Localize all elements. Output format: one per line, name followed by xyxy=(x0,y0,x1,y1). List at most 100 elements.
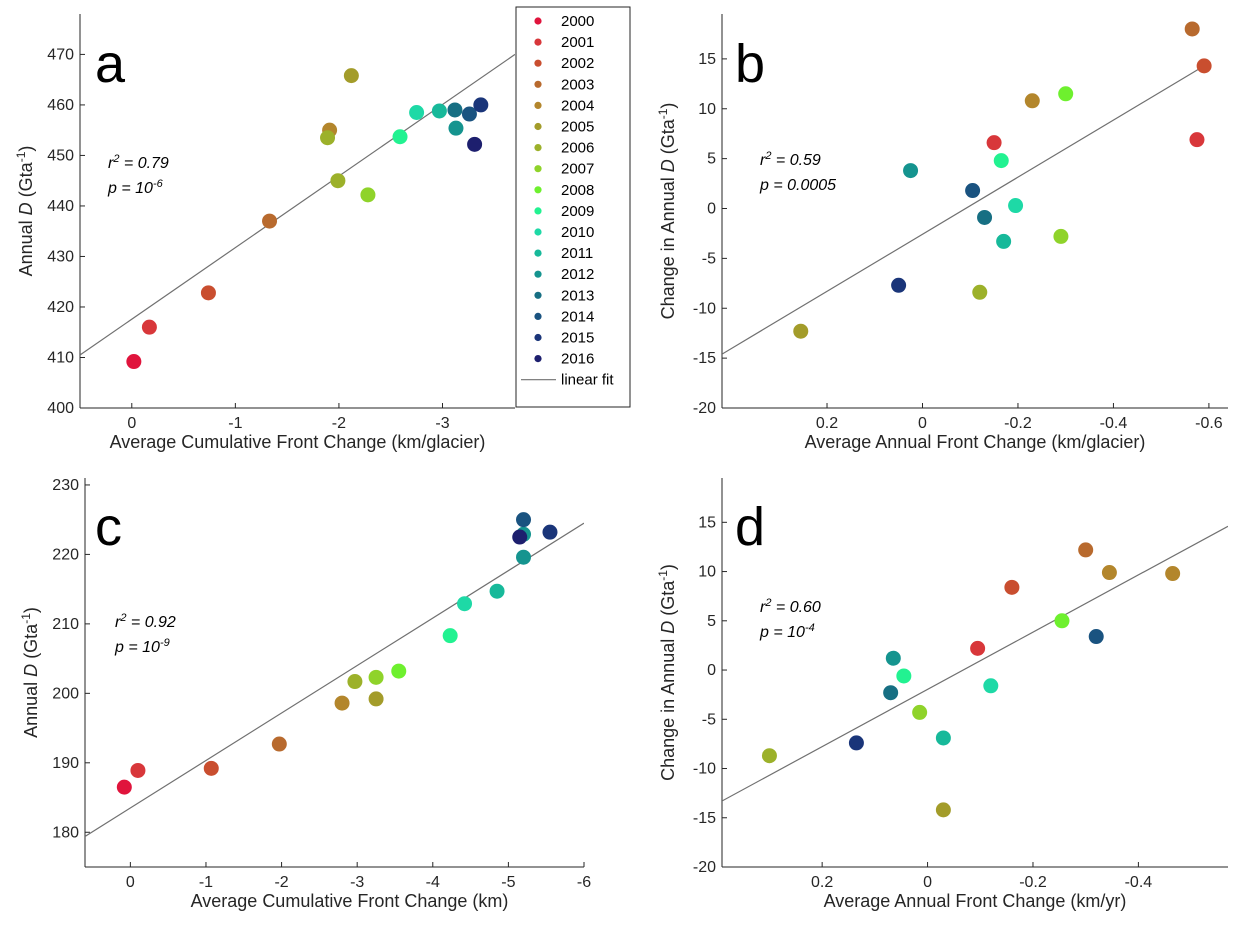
y-tick-label: 230 xyxy=(52,477,79,494)
data-point-2012 xyxy=(448,120,464,136)
data-point-2005 xyxy=(935,802,951,818)
legend-label-2008: 2008 xyxy=(561,182,594,199)
y-tick-label: -10 xyxy=(693,761,716,778)
data-point-2000 xyxy=(116,779,132,795)
data-point-2001 xyxy=(141,319,157,335)
y-tick-label: 10 xyxy=(698,564,716,581)
p-value-exponent: -6 xyxy=(153,178,164,190)
y-tick-label: 180 xyxy=(52,824,79,841)
panel-b: -20 -15 -10 -5 0 5 10 15 0.2 0 -0.2 -0.4 -0.6 Average… xyxy=(656,14,1228,452)
y-tick-label: 420 xyxy=(47,299,74,316)
r-squared-symbol: r xyxy=(115,614,121,631)
data-point-2004 xyxy=(1024,93,1040,109)
panel-letter: d xyxy=(735,497,765,557)
data-point-2013 xyxy=(883,685,899,701)
y-tick-label: -10 xyxy=(693,300,716,317)
panel-letter: b xyxy=(735,34,765,94)
data-point-2006 xyxy=(320,130,336,146)
data-point-2012 xyxy=(516,549,532,565)
data-point-2003 xyxy=(1184,21,1200,37)
y-tick-label: 0 xyxy=(707,201,716,218)
data-point-2004 xyxy=(1165,566,1181,582)
r-squared-value: = 0.60 xyxy=(771,599,820,616)
data-point-2007 xyxy=(912,704,928,720)
y-axis-label-close: ) xyxy=(658,103,678,109)
legend-label-2010: 2010 xyxy=(561,224,594,241)
x-tick-label: -1 xyxy=(199,874,213,891)
y-axis-label-prefix: Annual xyxy=(21,677,41,738)
legend-label-2002: 2002 xyxy=(561,55,594,72)
y-tick-label: 15 xyxy=(698,51,716,68)
y-axis-label-variable: D xyxy=(21,664,41,677)
x-tick-label: -0.2 xyxy=(1019,874,1047,891)
x-tick-label: -2 xyxy=(274,874,288,891)
y-axis-label-exponent: -1 xyxy=(656,570,670,581)
x-tick-label: 0 xyxy=(127,415,136,432)
p-value-text: p = 10-9 xyxy=(114,637,170,656)
p-value-exponent: -9 xyxy=(160,637,170,649)
legend-label-fit: linear fit xyxy=(561,372,614,389)
r-squared-value: = 0.79 xyxy=(119,155,168,172)
data-point-2003 xyxy=(1078,542,1094,558)
x-axis-label: Average Cumulative Front Change (km) xyxy=(191,891,509,911)
legend-label-2013: 2013 xyxy=(561,287,594,304)
r-squared-exponent: 2 xyxy=(119,612,126,624)
legend-marker-2011 xyxy=(534,249,542,257)
panel-c: 180 190 200 210 220 230 0 -1 -2 -3 -4 -5 -6 Average C… xyxy=(19,477,591,911)
data-point-2007 xyxy=(360,187,376,203)
data-point-2011 xyxy=(431,103,447,119)
data-point-2009 xyxy=(993,153,1009,169)
y-tick-label: 400 xyxy=(47,400,74,417)
legend: 2000 2001 2002 2003 2004 2005 2006 2007 2008 2009… xyxy=(515,6,631,408)
data-point-2008 xyxy=(391,663,407,679)
panel-letter: a xyxy=(95,34,126,94)
data-point-2014 xyxy=(461,106,477,122)
legend-marker-2015 xyxy=(534,333,542,342)
legend-label-2015: 2015 xyxy=(561,330,594,347)
data-point-2009 xyxy=(442,628,458,644)
data-point-2015 xyxy=(891,277,907,293)
data-point-2006 xyxy=(761,748,777,764)
data-point-2001 xyxy=(130,762,146,778)
r-squared-exponent: 2 xyxy=(112,153,119,165)
p-value-base: p = 0.0005 xyxy=(759,177,836,194)
x-tick-label: 0.2 xyxy=(816,415,838,432)
legend-marker-2009 xyxy=(534,207,542,215)
data-point-2010 xyxy=(409,105,425,120)
data-point-2012 xyxy=(903,163,919,179)
linear-fit-line xyxy=(80,53,515,356)
r-squared-symbol: r xyxy=(760,599,766,616)
r-squared-symbol: r xyxy=(760,152,766,169)
r-squared-exponent: 2 xyxy=(764,150,771,162)
y-axis-label-variable: D xyxy=(658,621,678,634)
p-value-text: p = 10-6 xyxy=(107,178,164,197)
data-point-2003 xyxy=(262,213,278,229)
x-tick-label: -1 xyxy=(228,415,242,432)
legend-marker-2010 xyxy=(534,228,542,236)
data-point-2007 xyxy=(368,669,384,685)
y-tick-label: 190 xyxy=(52,755,79,772)
data-point-2015 xyxy=(848,735,864,751)
y-tick-label: 410 xyxy=(47,349,74,366)
y-tick-label: 5 xyxy=(707,613,716,630)
p-value-base: p = 10 xyxy=(107,180,153,197)
y-axis-label: Annual D (Gta-1) xyxy=(14,146,36,277)
r-squared-text: r2 = 0.60 xyxy=(760,597,821,616)
x-tick-label: -3 xyxy=(350,874,364,891)
data-point-2011 xyxy=(489,583,505,599)
legend-marker-2004 xyxy=(534,101,542,109)
r-squared-text: r2 = 0.59 xyxy=(760,150,821,169)
x-tick-label: 0 xyxy=(923,874,932,891)
y-tick-label: -5 xyxy=(702,711,716,728)
y-axis-label-unit: (Gta xyxy=(658,118,678,159)
legend-label-2009: 2009 xyxy=(561,203,594,220)
data-point-2005 xyxy=(368,691,384,707)
data-point-2011 xyxy=(996,233,1012,249)
data-point-2001 xyxy=(970,640,986,656)
x-tick-label: -0.4 xyxy=(1125,874,1153,891)
data-point-2016 xyxy=(512,529,528,545)
y-tick-label: -15 xyxy=(693,810,716,827)
data-point-2006 xyxy=(330,173,346,189)
